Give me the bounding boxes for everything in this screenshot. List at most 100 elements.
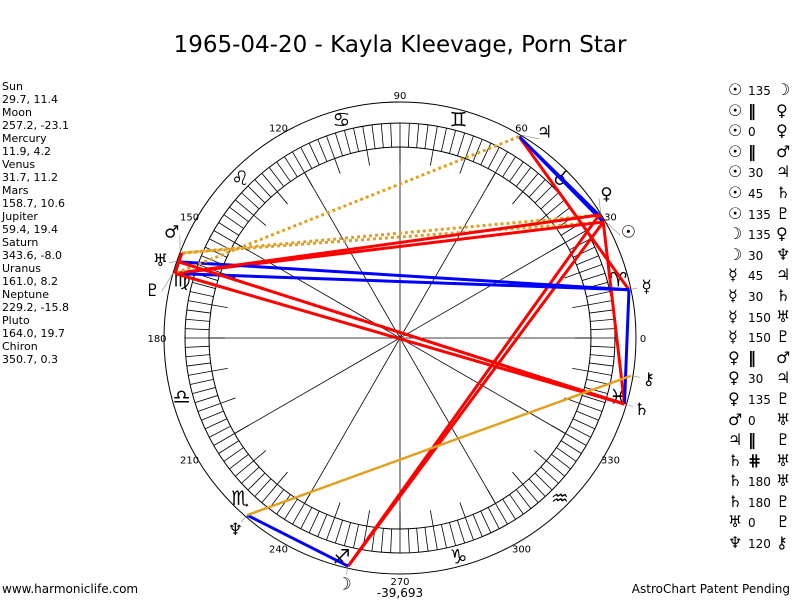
degree-tick xyxy=(588,300,612,306)
degree-tick xyxy=(353,128,360,152)
degree-tick xyxy=(186,362,211,367)
neptune-glyph-icon: ♆ xyxy=(728,533,743,553)
degree-label: 180 xyxy=(147,334,166,345)
aspect-row: ♄ 180 ♅ xyxy=(728,471,790,492)
degree-tick xyxy=(209,425,231,438)
aspect-value: 45 xyxy=(748,186,764,201)
ten-degree-tick xyxy=(459,502,466,518)
ten-degree-tick xyxy=(366,510,371,527)
jupiter-leader-line xyxy=(520,134,540,140)
aspect-row: ♀ ‖ ♂ xyxy=(728,348,790,369)
degree-tick xyxy=(472,514,483,537)
aspect-line-mercury-jupiter xyxy=(517,135,631,291)
degree-tick xyxy=(254,179,272,198)
degree-tick xyxy=(457,520,466,544)
neptune-glyph-icon: ♆ xyxy=(776,244,791,264)
degree-tick xyxy=(565,230,587,243)
aspect-value: 30 xyxy=(748,166,764,181)
aspect-value: 30 xyxy=(748,248,764,263)
aspect-row: ☉ 30 ♃ xyxy=(728,162,790,183)
degree-tick xyxy=(218,440,240,454)
degree-tick xyxy=(579,264,603,274)
chiron-leader-line xyxy=(632,375,640,378)
aspect-line-sun-saturn xyxy=(601,221,626,405)
venus-leader-line xyxy=(598,198,602,215)
degree-tick xyxy=(213,433,235,446)
pluto-glyph-icon: ♇ xyxy=(776,388,791,408)
degree-tick xyxy=(192,387,216,395)
aspect-row: ♃ ‖ ♇ xyxy=(728,430,790,451)
degree-tick xyxy=(186,309,211,314)
chiron-glyph-icon: ⚷ xyxy=(776,533,788,553)
degree-tick xyxy=(317,139,328,162)
sun-glyph-icon: ☉ xyxy=(728,141,743,161)
venus-glyph-icon: ♀ xyxy=(728,368,740,388)
aspect-line-neptune-chiron xyxy=(246,374,632,517)
aspect-value: 150 xyxy=(748,310,771,325)
degree-tick xyxy=(502,498,516,520)
degree-label: 270 xyxy=(390,577,409,588)
degree-tick xyxy=(551,453,571,470)
aspect-value: 135 xyxy=(748,228,771,243)
aspect-value: ⋕ xyxy=(748,450,762,470)
uranus-glyph-icon: ♅ xyxy=(776,471,791,491)
jupiter-glyph-icon: ♃ xyxy=(776,162,791,182)
degree-label: 120 xyxy=(269,124,288,135)
degree-tick xyxy=(268,167,285,187)
saturn-glyph-icon: ♄ xyxy=(776,182,791,202)
degree-tick xyxy=(440,524,447,548)
degree-tick xyxy=(334,132,343,156)
aspect-row: ☽ 30 ♆ xyxy=(728,245,790,266)
planet-position-list: Sun 29.7, 11.4 Moon 257.2, -23.1 Mercury 11.9… xyxy=(2,80,69,366)
planet-coords: 164.0, 19.7 xyxy=(2,327,65,340)
saturn-glyph-icon: ♄ xyxy=(728,471,743,491)
aspect-line-mercury-pluto xyxy=(175,272,630,292)
ten-degree-tick xyxy=(533,450,547,462)
ten-degree-tick xyxy=(220,397,236,404)
outer-circle xyxy=(163,101,637,575)
aspect-value: ‖ xyxy=(748,347,756,367)
aspect-value: 150 xyxy=(748,331,771,346)
zodiac-sign-icon: ♑ xyxy=(450,544,468,568)
degree-label: 150 xyxy=(180,213,199,224)
mercury-glyph-icon: ☿ xyxy=(728,327,738,347)
degree-tick xyxy=(590,328,615,331)
pluto-glyph-icon: ♇ xyxy=(776,491,791,511)
degree-tick xyxy=(522,484,539,503)
planet-name: Uranus xyxy=(2,262,41,275)
aspect-row: ☿ 150 ♅ xyxy=(728,307,790,328)
sun-planet-icon: ☉ xyxy=(621,223,636,243)
degree-tick xyxy=(589,309,614,314)
ten-degree-tick xyxy=(512,471,524,485)
pluto-glyph-icon: ♇ xyxy=(776,327,791,347)
degree-tick xyxy=(590,354,615,358)
zodiac-sign-icon: ♎ xyxy=(173,384,191,408)
ten-degree-tick xyxy=(572,304,589,309)
degree-label: 30 xyxy=(604,213,617,224)
aspect-value: 135 xyxy=(748,84,771,98)
degree-tick xyxy=(509,161,524,182)
moon-planet-icon: ☽ xyxy=(337,575,352,595)
degree-tick xyxy=(390,123,393,148)
aspect-row: ☉ ‖ ♀ xyxy=(728,101,790,122)
degree-tick xyxy=(185,354,210,358)
degree-label: 240 xyxy=(269,544,288,555)
aspect-row: ☿ 30 ♄ xyxy=(728,286,790,307)
degree-tick xyxy=(515,489,532,509)
aspect-value: 45 xyxy=(748,269,764,284)
degree-tick xyxy=(308,142,320,166)
mercury-planet-icon: ☿ xyxy=(641,277,651,297)
degree-label: 60 xyxy=(515,124,528,135)
planet-name: Jupiter xyxy=(2,210,38,223)
website-link[interactable]: www.harmoniclife.com xyxy=(2,582,139,596)
moon-glyph-icon: ☽ xyxy=(776,80,791,99)
degree-label: 210 xyxy=(180,456,199,467)
pluto-glyph-icon: ♇ xyxy=(776,512,791,532)
pluto-glyph-icon: ♇ xyxy=(776,430,791,450)
aspect-value: ‖ xyxy=(748,141,756,161)
uranus-glyph-icon: ♅ xyxy=(776,306,791,326)
aspect-line-venus-jupiter xyxy=(518,135,601,217)
mars-glyph-icon: ♂ xyxy=(728,409,743,429)
pluto-planet-icon: ♇ xyxy=(145,281,160,301)
degree-tick xyxy=(229,453,249,470)
